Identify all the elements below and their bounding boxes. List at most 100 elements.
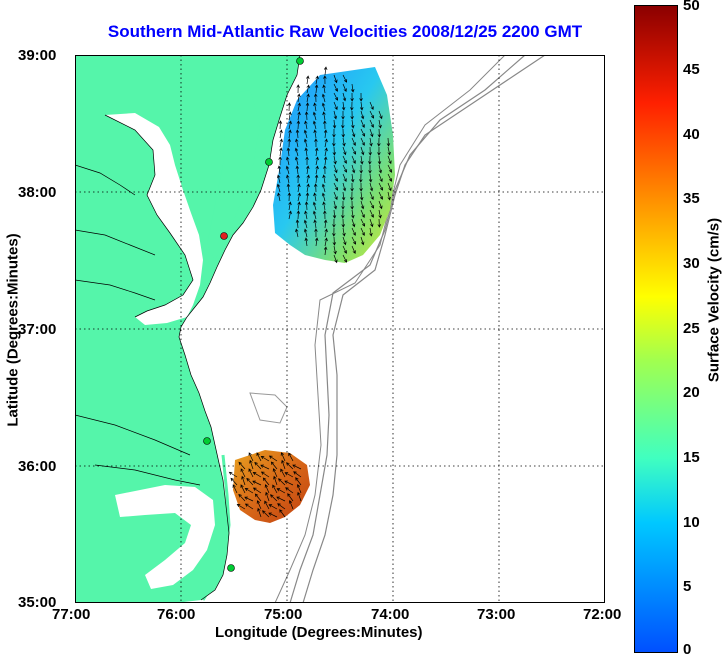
velocity-arrow xyxy=(278,478,286,486)
colorbar-tick: 30 xyxy=(683,255,700,272)
velocity-arrow xyxy=(278,120,283,130)
velocity-arrow xyxy=(322,201,326,211)
velocity-arrow xyxy=(323,120,327,130)
velocity-arrow xyxy=(342,236,347,246)
velocity-arrow xyxy=(332,128,336,138)
velocity-arrow xyxy=(351,83,355,93)
velocity-arrow xyxy=(230,477,238,486)
velocity-arrow xyxy=(294,147,299,157)
velocity-arrow xyxy=(280,452,286,462)
velocity-arrow xyxy=(312,120,317,130)
velocity-arrow xyxy=(351,245,356,254)
velocity-arrow xyxy=(270,494,278,502)
station-marker xyxy=(203,437,211,445)
velocity-arrow xyxy=(304,120,308,130)
velocity-arrow xyxy=(305,156,309,166)
colorbar-tick: 15 xyxy=(683,449,700,466)
velocity-arrow xyxy=(342,173,347,183)
velocity-arrow xyxy=(306,75,310,85)
velocity-arrow xyxy=(369,137,373,147)
velocity-arrow xyxy=(232,484,238,494)
velocity-arrow xyxy=(284,472,294,478)
colorbar-tick: 5 xyxy=(683,578,692,595)
velocity-arrow xyxy=(295,129,300,139)
velocity-arrow xyxy=(238,461,246,470)
velocity-arrow xyxy=(377,137,381,147)
velocity-arrow xyxy=(240,484,246,494)
velocity-arrow xyxy=(296,483,302,494)
velocity-arrow xyxy=(297,183,301,193)
velocity-arrow xyxy=(369,101,374,111)
velocity-arrow xyxy=(378,209,382,219)
velocity-arrow xyxy=(342,164,348,173)
velocity-arrow xyxy=(377,218,382,228)
velocity-arrow xyxy=(351,173,355,183)
velocity-arrow xyxy=(360,146,365,156)
velocity-arrow xyxy=(333,173,338,182)
velocity-arrow xyxy=(244,496,254,502)
velocity-arrow xyxy=(387,164,393,173)
velocity-arrow xyxy=(297,192,301,202)
velocity-arrow xyxy=(368,164,372,174)
velocity-arrow xyxy=(323,210,327,220)
velocity-arrow xyxy=(295,138,299,148)
velocity-arrow xyxy=(244,488,254,494)
velocity-arrow xyxy=(313,129,317,139)
velocity-arrow xyxy=(314,228,318,238)
velocity-arrow xyxy=(333,155,337,165)
velocity-arrow xyxy=(360,119,365,128)
velocity-arrow xyxy=(292,464,302,470)
velocity-arrow xyxy=(312,210,317,220)
velocity-arrow xyxy=(360,200,365,210)
velocity-arrow xyxy=(377,128,382,138)
velocity-arrow xyxy=(324,138,328,148)
velocity-arrow xyxy=(252,487,262,494)
velocity-arrow xyxy=(277,165,282,175)
velocity-arrow xyxy=(276,183,281,193)
x-tick-73: 73:00 xyxy=(477,606,516,623)
velocity-arrow xyxy=(341,101,346,111)
station-marker xyxy=(265,158,273,166)
velocity-arrow xyxy=(369,209,374,218)
velocity-arrow xyxy=(304,210,308,220)
velocity-arrow xyxy=(351,227,356,236)
velocity-arrow xyxy=(287,138,291,148)
velocity-arrow xyxy=(369,182,374,192)
velocity-arrow xyxy=(296,84,300,94)
velocity-arrow xyxy=(306,183,310,193)
velocity-arrow xyxy=(321,183,326,193)
x-axis-label: Longitude (Degrees:Minutes) xyxy=(215,624,423,641)
velocity-arrow xyxy=(350,110,354,120)
velocity-arrow xyxy=(369,119,374,128)
velocity-arrow xyxy=(288,111,292,121)
velocity-arrow xyxy=(273,475,278,486)
velocity-arrow xyxy=(287,192,292,202)
pamlico-sound xyxy=(115,485,215,589)
velocity-arrow xyxy=(341,110,345,120)
velocity-arrow xyxy=(313,192,317,202)
velocity-arrow xyxy=(342,92,347,102)
colorbar-tick: 0 xyxy=(683,641,692,658)
velocity-arrow xyxy=(351,218,356,228)
y-axis-label: Latitude (Degrees:Minutes) xyxy=(4,233,22,427)
velocity-arrow xyxy=(342,74,348,83)
velocity-arrow xyxy=(279,509,286,518)
velocity-arrow xyxy=(288,210,292,220)
velocity-arrow xyxy=(360,110,365,120)
velocity-arrow xyxy=(313,219,317,229)
chesapeake-bay xyxy=(105,113,203,325)
velocity-arrow xyxy=(387,155,392,165)
velocity-arrow xyxy=(315,237,319,247)
velocity-arrow xyxy=(359,92,363,102)
velocity-arrow xyxy=(333,164,338,174)
velocity-arrow xyxy=(304,237,308,247)
velocity-arrow xyxy=(254,461,262,470)
delmarva-peninsula xyxy=(207,90,260,260)
velocity-arrow xyxy=(279,147,283,157)
velocity-arrow xyxy=(322,84,326,94)
velocity-arrow xyxy=(314,138,318,148)
velocity-arrow xyxy=(323,219,328,229)
velocity-arrow xyxy=(359,164,363,174)
velocity-arrow xyxy=(314,93,318,103)
velocity-arrow xyxy=(333,74,338,84)
